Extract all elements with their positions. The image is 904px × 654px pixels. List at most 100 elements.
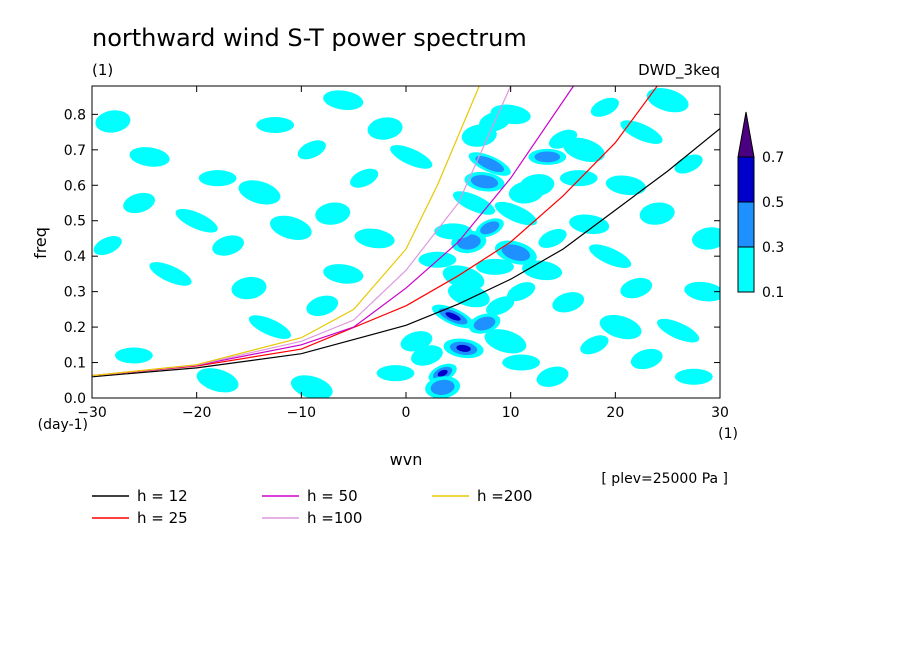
contour-blob-level-2 — [501, 244, 531, 261]
contour-blob-level-1 — [198, 170, 237, 187]
contour-blob-level-1 — [123, 192, 155, 214]
contour-blob-level-1 — [590, 97, 619, 117]
contour-blob-level-1 — [269, 215, 312, 240]
contour-blob-level-3 — [437, 369, 448, 377]
x-tick-label: −10 — [287, 405, 317, 421]
contour-blob-level-1 — [323, 264, 364, 284]
x-tick-label: 20 — [606, 405, 624, 421]
contour-blob-level-1 — [231, 276, 267, 300]
contour-blob-level-1 — [315, 202, 351, 225]
y-tick-label: 0.4 — [64, 249, 86, 265]
contour-blob-level-1 — [442, 265, 485, 290]
contour-blob-level-1 — [552, 292, 585, 313]
contour-blob-level-1 — [323, 90, 364, 111]
contour-blob-level-1 — [507, 282, 536, 302]
contour-blob-level-1 — [93, 236, 122, 256]
plot-frame — [91, 85, 721, 399]
colorbar: 0.1 0.3 0.5 0.7 — [737, 111, 784, 301]
legend-label: h = 25 — [137, 509, 188, 527]
x-tick-label: 0 — [402, 405, 411, 421]
y-tick-label: 0.8 — [64, 107, 86, 123]
contour-blob-level-1 — [390, 145, 433, 169]
legend-label: h =100 — [307, 509, 362, 527]
contour-blob-level-2 — [470, 175, 499, 189]
contour-blob-level-2 — [473, 316, 496, 331]
contour-blob-level-1 — [129, 147, 170, 167]
contour-blob-level-1 — [238, 180, 281, 205]
contour-blob-level-1 — [452, 191, 496, 215]
contour-blob-level-1 — [196, 368, 239, 393]
dispersion-curve-4 — [92, 86, 480, 377]
x-axis-label: wvn — [390, 450, 423, 469]
curve-legend: h = 12 h = 25 h = 50 h =100 h =200 — [92, 487, 532, 527]
contour-blob-level-1 — [306, 295, 339, 316]
contour-blob-level-2 — [480, 221, 500, 235]
contour-blob-level-1 — [297, 140, 326, 160]
colorbar-label: 0.5 — [762, 195, 784, 211]
y-axis-label: freq — [31, 227, 50, 259]
y-tick-label: 0.6 — [64, 178, 86, 194]
y-tick-label: 0.0 — [64, 391, 86, 407]
contour-blob-level-1 — [376, 365, 415, 382]
colorbar-segment — [737, 156, 755, 203]
contour-blob-level-1 — [486, 296, 515, 316]
contour-layer — [93, 88, 720, 398]
level-note: [ plev=25000 Pa ] — [601, 471, 728, 487]
colorbar-extension — [737, 111, 755, 158]
colorbar-label: 0.1 — [762, 285, 784, 301]
contour-blob-level-1 — [484, 329, 527, 354]
axis-ticks: −30 −20 −10 0 10 20 30 0.0 0.1 0.2 0.3 0.4 0.5 0.6 0.7… — [64, 86, 729, 421]
contour-blob-level-1 — [212, 235, 244, 256]
contour-blob-level-1 — [508, 181, 544, 204]
x-tick-label: 30 — [711, 405, 729, 421]
units-label: (1) — [92, 61, 113, 79]
contour-blob-level-1 — [548, 129, 578, 149]
legend-label: h =200 — [477, 487, 532, 505]
colorbar-label: 0.3 — [762, 240, 784, 256]
contour-blob-level-3 — [456, 344, 471, 352]
contour-blob-level-1 — [434, 223, 472, 240]
y-tick-label: 0.5 — [64, 214, 86, 230]
x-unit-label: (1) — [718, 426, 738, 442]
contour-blob-level-1 — [674, 368, 713, 385]
contour-blob-level-1 — [630, 348, 663, 370]
contour-blob-level-1 — [502, 354, 541, 371]
contour-blob-level-1 — [494, 201, 537, 226]
contour-blob-level-3 — [445, 312, 461, 321]
dataset-label: DWD_3keq — [638, 61, 720, 80]
contour-blob-level-1 — [563, 137, 605, 162]
colorbar-label: 0.7 — [762, 150, 784, 166]
dispersion-curve-1 — [92, 86, 658, 377]
legend-label: h = 12 — [137, 487, 188, 505]
legend-label: h = 50 — [307, 487, 358, 505]
contour-blob-level-1 — [290, 375, 333, 398]
dispersion-curve-2 — [92, 86, 574, 377]
x-tick-label: −20 — [182, 405, 212, 421]
contour-blob-level-2 — [534, 151, 561, 163]
contour-blob-level-1 — [95, 110, 131, 133]
contour-blob-level-1 — [657, 318, 700, 343]
chart-title: northward wind S-T power spectrum — [92, 24, 527, 52]
dispersion-curve-0 — [92, 128, 720, 378]
x-tick-label: 10 — [502, 405, 520, 421]
contour-blob-level-1 — [175, 208, 218, 233]
contour-blob-level-1 — [400, 331, 433, 352]
y-tick-label: 0.7 — [64, 143, 86, 159]
contour-blob-level-1 — [559, 170, 598, 187]
contour-blob-level-1 — [580, 335, 609, 355]
contour-blob-level-1 — [589, 244, 632, 268]
contour-blob-level-1 — [599, 314, 642, 340]
contour-blob-level-1 — [620, 277, 653, 299]
contour-blob-level-1 — [114, 347, 153, 364]
y-unit-label: (day-1) — [38, 417, 88, 433]
contour-blob-level-1 — [149, 262, 192, 286]
contour-blob-level-1 — [684, 281, 720, 302]
contour-blob-level-1 — [536, 366, 569, 387]
contour-blob-level-1 — [461, 124, 497, 147]
contour-blob-level-2 — [475, 155, 505, 173]
colorbar-segment — [737, 201, 755, 248]
contour-blob-level-1 — [620, 120, 663, 144]
contour-blob-level-1 — [639, 202, 675, 225]
contour-blob-level-1 — [538, 228, 567, 248]
